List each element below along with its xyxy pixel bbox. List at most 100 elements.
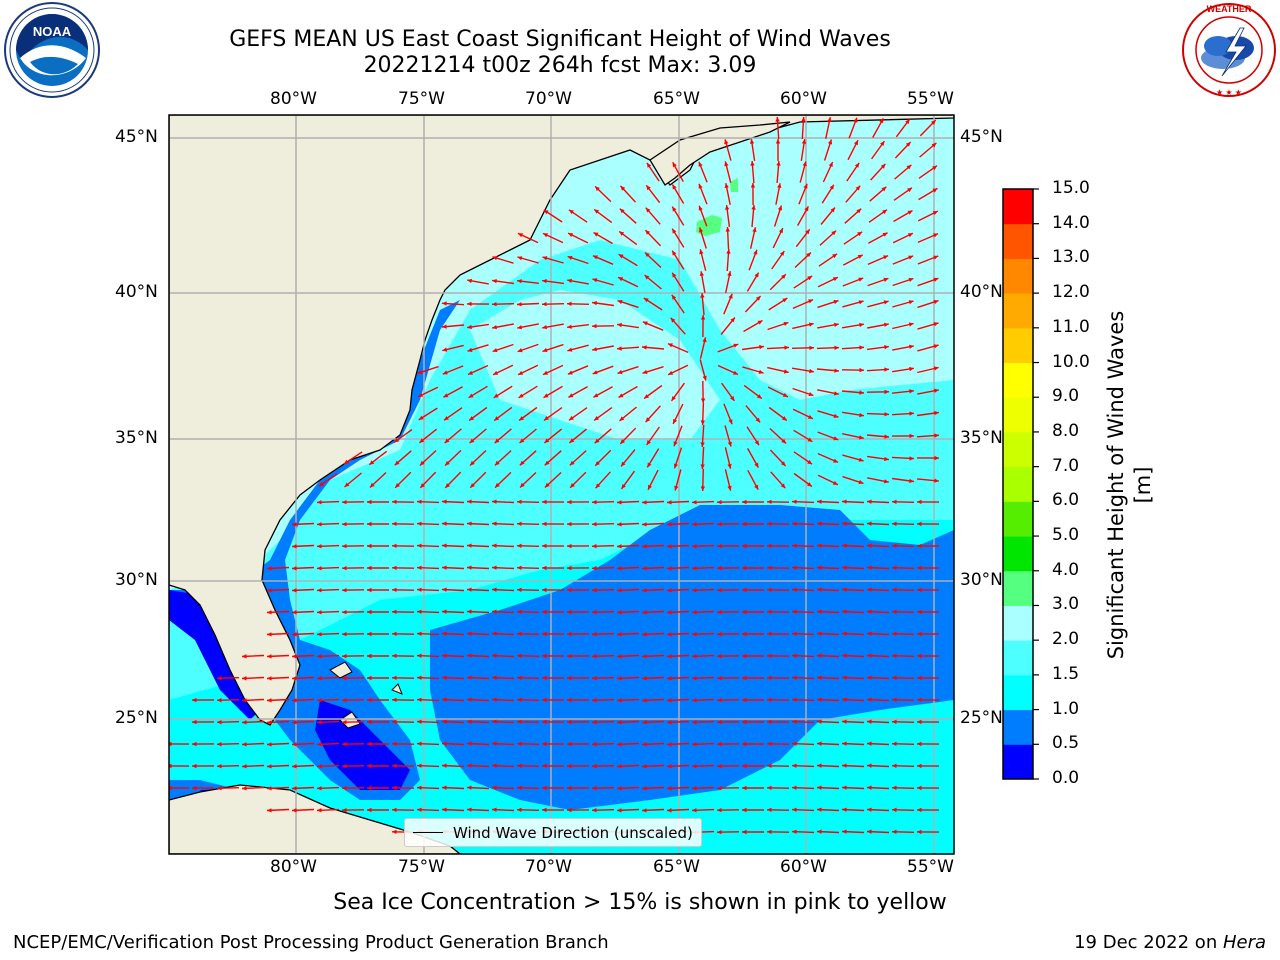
wave-direction-arrowhead [567, 587, 572, 593]
wave-direction-arrowhead [717, 764, 722, 769]
wave-direction-arrowhead [892, 785, 897, 790]
wave-direction-arrowhead [642, 544, 647, 549]
wave-direction-arrowhead [817, 697, 822, 702]
wave-direction-arrowhead [667, 786, 672, 791]
wave-direction-arrowhead [733, 370, 738, 375]
wave-direction-arrowhead [442, 565, 447, 570]
wave-direction-arrowhead [742, 807, 747, 813]
wave-direction-arrowhead [892, 499, 897, 504]
wave-direction-arrowhead [758, 369, 764, 374]
wave-direction-arrowhead [417, 521, 422, 526]
wave-direction-arrowhead [642, 742, 647, 747]
lat-tick-left-25n: 25°N [115, 708, 158, 728]
wave-direction-arrowhead [667, 522, 672, 527]
wave-direction-arrowhead [494, 438, 500, 444]
wave-direction-arrowhead [717, 610, 722, 615]
wave-direction-arrowhead [470, 483, 475, 488]
wave-direction-arrowhead [742, 653, 747, 659]
wave-direction-arrowhead [442, 719, 447, 724]
wave-direction-arrowhead [724, 183, 729, 189]
wave-direction-arrowhead [672, 162, 677, 168]
wave-direction-arrowhead [817, 587, 822, 592]
footer-host: Hera [1222, 932, 1266, 953]
wave-direction-arrowhead [933, 233, 939, 238]
wave-direction-arrowhead [751, 205, 756, 210]
wave-direction-arrowhead [442, 741, 447, 746]
wave-direction-arrowhead [217, 676, 222, 681]
wave-direction-arrowhead [517, 631, 522, 636]
wave-direction-arrowhead [671, 396, 676, 401]
wave-direction-arrowhead [801, 139, 807, 144]
wave-direction-arrowhead [742, 565, 747, 571]
wave-direction-arrowhead [292, 610, 297, 615]
colorbar-band [1003, 640, 1033, 676]
wave-direction-arrowhead [673, 463, 678, 469]
wave-direction-arrowhead [792, 763, 797, 768]
colorbar-tick-label: 9.0 [1052, 386, 1080, 407]
wave-direction-arrowhead [542, 675, 547, 681]
wave-direction-arrowhead [469, 438, 475, 444]
wave-direction-arrowhead [807, 414, 813, 419]
wave-direction-arrowhead [342, 632, 347, 637]
wave-direction-arrowhead [727, 271, 732, 277]
wave-direction-arrowhead [419, 460, 425, 466]
wave-direction-arrowhead [342, 698, 347, 703]
lon-tick-bottom-70w: 70°W [525, 857, 572, 877]
wave-direction-arrowhead [792, 521, 797, 526]
wave-direction-arrowhead [692, 588, 697, 593]
legend-line-swatch [413, 832, 443, 833]
wave-direction-arrowhead [817, 807, 822, 812]
forecast-subtitle: 20221214 t00z 264h fcst Max: 3.09 [363, 53, 757, 78]
wave-direction-arrowhead [342, 522, 347, 527]
wave-direction-arrowhead [592, 742, 597, 747]
wave-direction-arrowhead [492, 521, 497, 526]
wave-direction-arrowhead [672, 184, 677, 190]
wave-direction-arrowhead [672, 250, 677, 256]
wave-direction-arrowhead [742, 763, 747, 769]
wave-direction-arrowhead [892, 719, 897, 724]
wave-direction-arrowhead [692, 720, 697, 725]
colorbar-band [1003, 223, 1033, 259]
wave-direction-arrowhead [317, 720, 322, 725]
wave-direction-arrowhead [792, 829, 797, 834]
wave-direction-arrowhead [493, 393, 499, 398]
wave-direction-arrowhead [367, 521, 372, 527]
wave-direction-arrowhead [933, 322, 939, 327]
wave-direction-arrowhead [667, 742, 672, 747]
wave-direction-arrowhead [617, 720, 622, 725]
wave-direction-arrowhead [933, 299, 939, 305]
lon-tick-top-65w: 65°W [653, 89, 700, 109]
wave-direction-arrowhead [702, 375, 707, 381]
lat-tick-left-35n: 35°N [115, 428, 158, 448]
wave-direction-arrowhead [879, 118, 884, 124]
colorbar-band [1003, 189, 1033, 225]
wave-direction-arrowhead [803, 183, 808, 189]
wave-direction-arrowhead [467, 675, 472, 680]
wave-direction-arrowhead [867, 631, 872, 636]
wave-direction-arrowhead [493, 370, 499, 375]
wave-direction-arrowhead [767, 609, 772, 614]
wave-direction-arrowhead [567, 741, 572, 747]
wave-direction-arrowhead [620, 439, 625, 444]
wave-direction-arrowhead [807, 459, 813, 465]
wave-direction-arrowhead [767, 697, 772, 702]
footer-branch: NCEP/EMC/Verification Post Processing Pr… [13, 932, 609, 953]
wave-direction-arrowhead [892, 697, 897, 702]
wave-direction-arrowhead [617, 299, 623, 305]
wave-direction-arrowhead [727, 441, 732, 447]
wave-direction-arrowhead [817, 499, 822, 504]
wave-direction-arrowhead [883, 255, 889, 260]
wave-direction-arrowhead [417, 785, 422, 790]
wave-direction-arrowhead [342, 676, 347, 681]
wave-direction-arrowhead [392, 631, 397, 636]
wave-direction-arrowhead [667, 610, 672, 615]
wave-direction-arrowhead [317, 786, 322, 791]
wave-direction-arrowhead [567, 370, 573, 375]
chart-title: GEFS MEAN US East Coast Significant Heig… [229, 27, 891, 52]
wave-direction-arrowhead [792, 675, 797, 680]
wave-direction-arrowhead [909, 433, 914, 439]
wave-direction-arrowhead [567, 785, 572, 791]
wave-direction-arrowhead [859, 322, 864, 328]
wave-direction-arrowhead [595, 186, 600, 192]
wave-direction-arrowhead [853, 117, 858, 123]
